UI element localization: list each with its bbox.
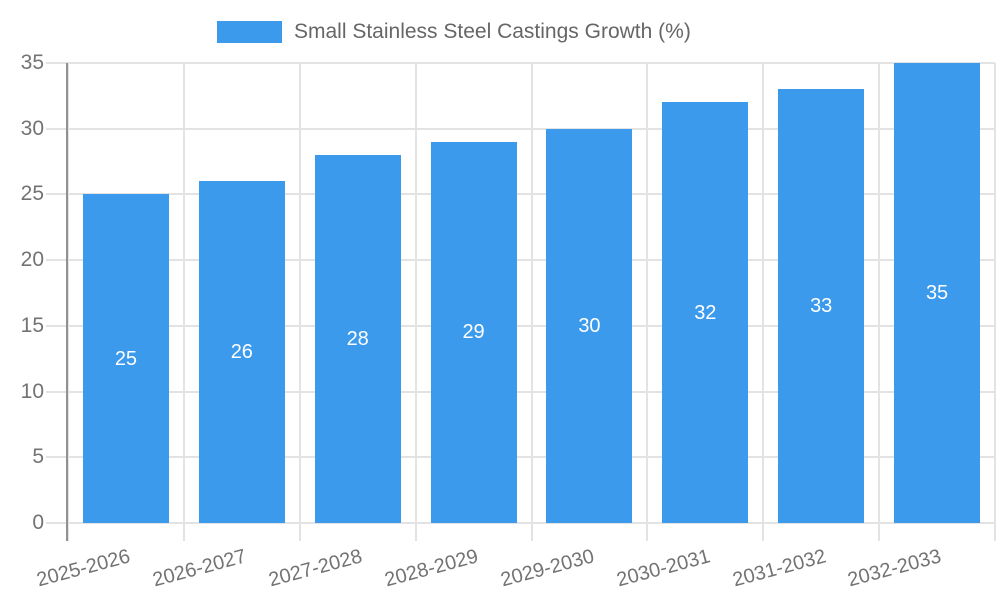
x-axis-tick-label: 2025-2026 bbox=[34, 545, 133, 592]
x-axis-tick-label: 2029-2030 bbox=[498, 545, 597, 592]
x-gridline bbox=[994, 63, 996, 523]
y-axis-line bbox=[66, 63, 68, 541]
y-axis-tick-label: 20 bbox=[20, 248, 44, 272]
y-axis-tick-label: 0 bbox=[32, 511, 44, 534]
x-gridline bbox=[878, 63, 881, 523]
bar-value-label: 33 bbox=[810, 295, 833, 318]
y-axis-tick-label: 35 bbox=[20, 51, 44, 74]
y-tick-mark bbox=[46, 127, 68, 130]
bar-value-label: 30 bbox=[578, 314, 601, 337]
x-axis-tick-label: 2030-2031 bbox=[614, 545, 713, 592]
legend-swatch bbox=[217, 21, 282, 43]
x-gridline bbox=[414, 63, 417, 523]
y-tick-mark bbox=[46, 324, 68, 327]
bar-2028-2029[interactable] bbox=[430, 141, 517, 523]
y-axis-tick-label: 10 bbox=[20, 379, 44, 403]
x-tick-mark bbox=[994, 523, 996, 541]
x-axis-tick-label: 2031-2032 bbox=[729, 545, 829, 592]
y-axis-tick-label: 15 bbox=[20, 313, 44, 337]
y-tick-mark bbox=[46, 193, 68, 196]
y-tick-mark bbox=[46, 456, 68, 459]
y-tick-mark bbox=[46, 259, 68, 262]
x-gridline bbox=[646, 63, 649, 523]
bar-value-label: 29 bbox=[462, 321, 485, 344]
x-tick-mark bbox=[530, 523, 533, 541]
x-axis-tick-label: 2026-2027 bbox=[150, 545, 249, 592]
legend-label: Small Stainless Steel Castings Growth (%… bbox=[294, 20, 691, 43]
x-gridline bbox=[67, 63, 69, 523]
bar-2027-2028[interactable] bbox=[314, 155, 401, 523]
y-tick-mark bbox=[46, 62, 68, 64]
x-gridline bbox=[182, 63, 185, 523]
legend-item[interactable]: Small Stainless Steel Castings Growth (%… bbox=[217, 20, 691, 44]
x-tick-mark bbox=[67, 523, 69, 541]
bar-2031-2032[interactable] bbox=[778, 89, 865, 523]
bar-value-label: 26 bbox=[230, 341, 253, 364]
bar-value-label: 25 bbox=[114, 347, 138, 370]
y-axis-tick-label: 5 bbox=[32, 445, 44, 469]
x-axis-tick-label: 2028-2029 bbox=[382, 545, 481, 592]
x-tick-mark bbox=[298, 523, 301, 541]
bar-value-label: 32 bbox=[694, 301, 717, 324]
y-tick-mark bbox=[46, 522, 68, 524]
y-axis-tick-label: 30 bbox=[20, 116, 44, 140]
bar-2030-2031[interactable] bbox=[662, 102, 749, 523]
x-gridline bbox=[298, 63, 301, 523]
x-axis-tick-label: 2032-2033 bbox=[845, 545, 944, 592]
x-gridline bbox=[530, 63, 533, 523]
bar-value-label: 35 bbox=[925, 282, 949, 304]
x-tick-mark bbox=[762, 523, 765, 541]
x-gridline bbox=[762, 63, 765, 523]
bar-2029-2030[interactable] bbox=[546, 128, 633, 523]
x-tick-mark bbox=[878, 523, 881, 541]
bar-2032-2033[interactable] bbox=[894, 63, 981, 523]
x-tick-mark bbox=[182, 523, 185, 541]
x-axis-tick-label: 2027-2028 bbox=[266, 545, 365, 592]
bar-2026-2027[interactable] bbox=[198, 181, 285, 523]
x-tick-mark bbox=[646, 523, 649, 541]
bar-value-label: 28 bbox=[346, 328, 369, 350]
y-tick-mark bbox=[46, 390, 68, 393]
x-tick-mark bbox=[414, 523, 417, 541]
bar-2025-2026[interactable] bbox=[82, 194, 169, 523]
y-axis-tick-label: 25 bbox=[20, 182, 44, 206]
